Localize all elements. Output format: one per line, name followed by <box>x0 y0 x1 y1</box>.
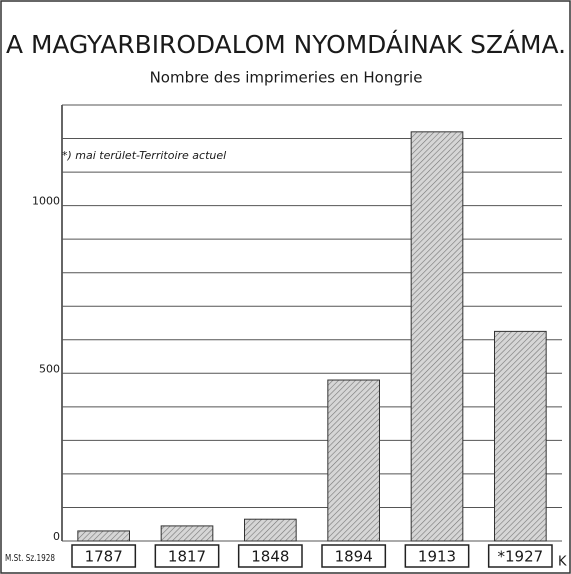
chart-title: A MAGYARBIRODALOM NYOMDÁINAK SZÁMA. <box>6 30 566 59</box>
x-tick-label: 1913 <box>418 548 456 566</box>
corner-mark: K <box>558 555 567 570</box>
bar <box>494 330 547 542</box>
category-box <box>321 544 387 568</box>
source: M.St. Sz.1928 <box>5 553 55 564</box>
x-tick-label: 1894 <box>335 548 373 566</box>
category-box <box>404 544 470 568</box>
category-box <box>71 544 137 568</box>
x-tick-label: 1787 <box>85 548 123 566</box>
x-tick-label: *1927 <box>497 548 543 566</box>
bar <box>410 131 464 542</box>
category-box <box>237 544 303 568</box>
category-box <box>154 544 220 568</box>
y-tick-label: 1000 <box>32 195 60 208</box>
bar <box>160 525 214 542</box>
bar <box>327 379 381 542</box>
bar <box>77 530 131 542</box>
bar <box>244 518 297 542</box>
x-tick-label: 1817 <box>168 548 206 566</box>
category-box <box>487 544 553 568</box>
y-tick-label: 500 <box>39 362 60 375</box>
x-tick-label: 1848 <box>251 548 289 566</box>
annotation: *) mai terület-Territoire actuel <box>62 149 226 162</box>
y-tick-label: 0 <box>53 530 60 543</box>
chart-subtitle: Nombre des imprimeries en Hongrie <box>150 69 423 87</box>
